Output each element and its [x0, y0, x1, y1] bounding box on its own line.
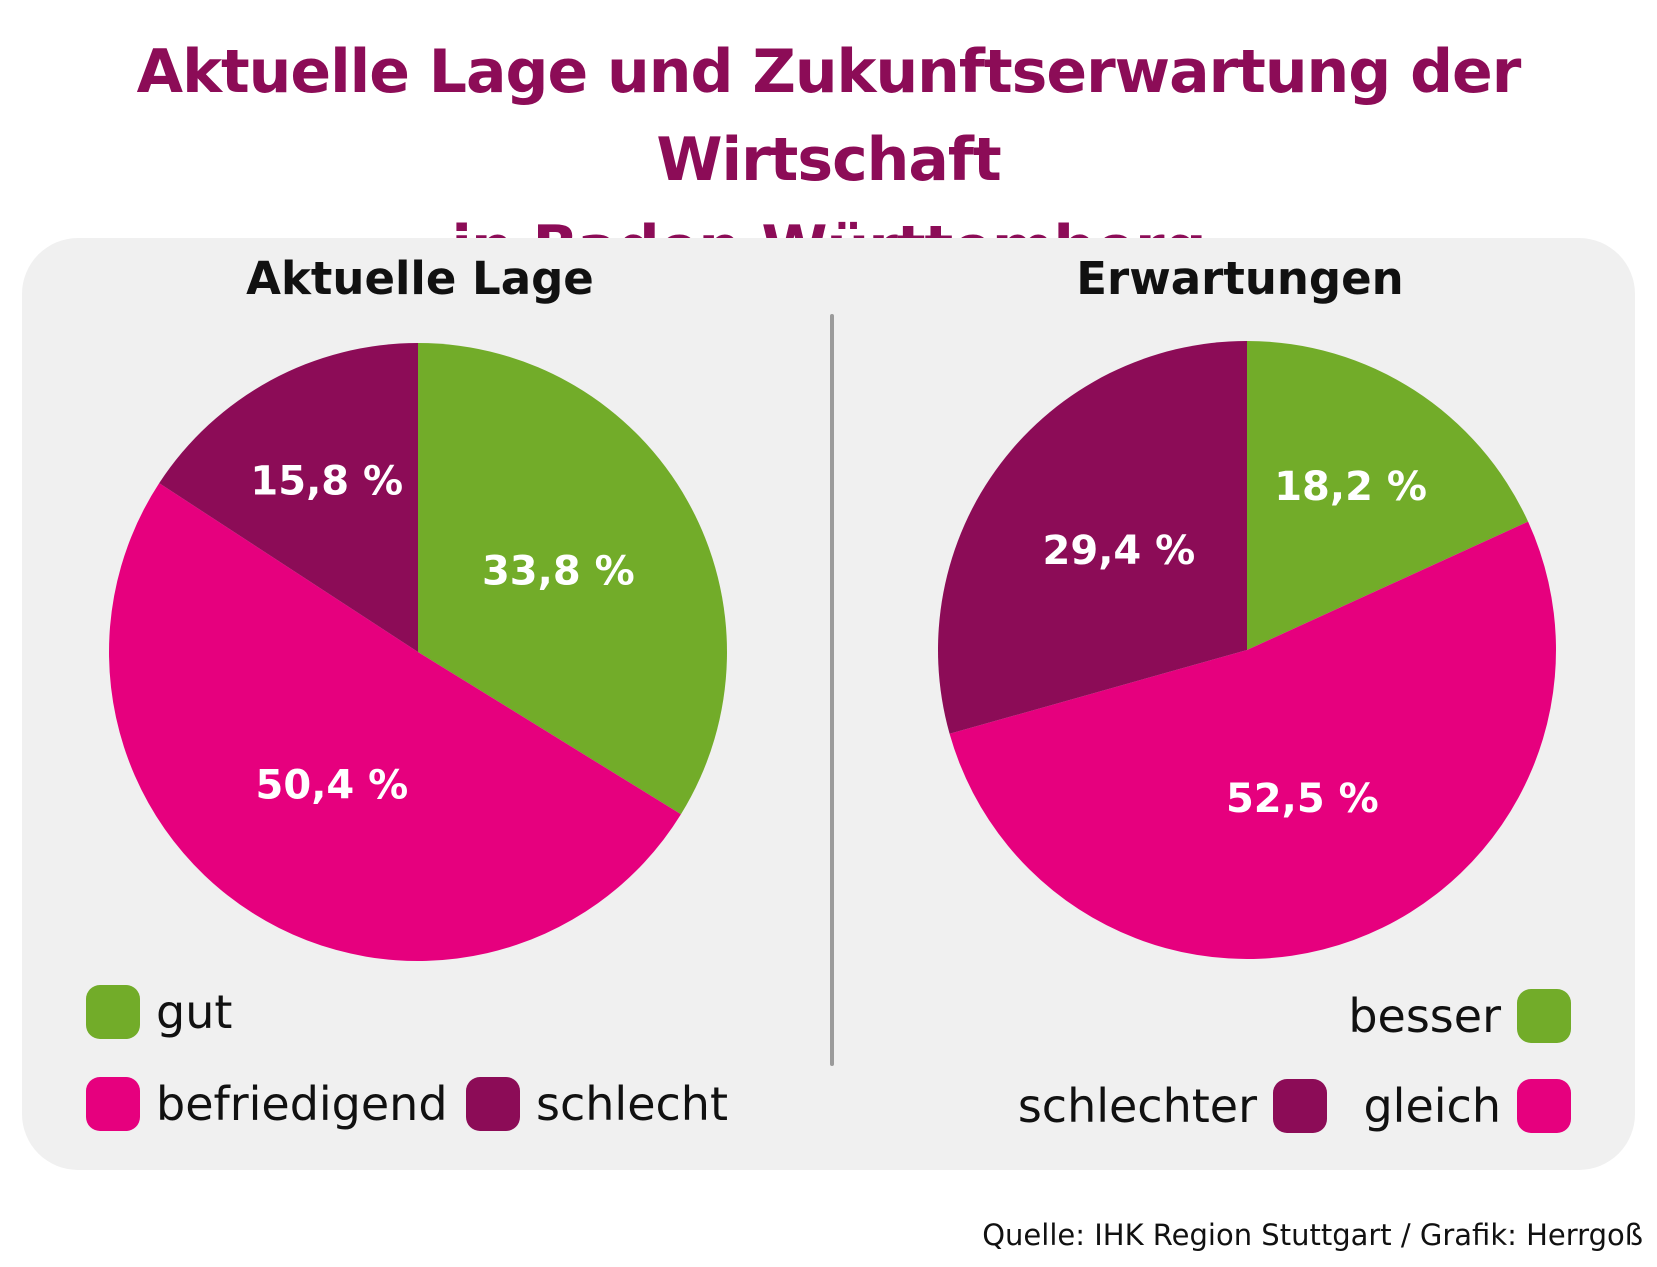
- legend-swatch-schlecht: [466, 1077, 520, 1131]
- legend-item-schlecht: schlecht: [466, 1076, 728, 1132]
- source-credit: Quelle: IHK Region Stuttgart / Grafik: H…: [982, 1218, 1643, 1252]
- legend-item-befriedigend: befriedigend: [86, 1076, 448, 1132]
- data-label-gleich: 52,5 %: [1226, 776, 1379, 822]
- pie-slice-gut: [418, 343, 727, 815]
- legend-item-schlechter: schlechter: [1018, 1078, 1327, 1134]
- pie-slice-gleich: [949, 521, 1556, 959]
- legend-label-gut: gut: [156, 985, 233, 1039]
- legend-item-besser: besser: [1348, 988, 1571, 1044]
- data-label-schlecht: 15,8 %: [250, 459, 403, 505]
- legend-swatch-befriedigend: [86, 1077, 140, 1131]
- data-label-gut: 33,8 %: [482, 549, 635, 595]
- legend-swatch-schlechter: [1273, 1079, 1327, 1133]
- legend-item-gleich: gleich: [1363, 1078, 1571, 1134]
- data-label-besser: 18,2 %: [1274, 464, 1427, 510]
- pie-slice-schlecht: [159, 343, 418, 652]
- legend-swatch-gleich: [1517, 1079, 1571, 1133]
- chart-title-erwartungen: Erwartungen: [1076, 252, 1404, 305]
- legend-label-befriedigend: befriedigend: [156, 1077, 448, 1131]
- legend-label-gleich: gleich: [1363, 1079, 1501, 1133]
- legend-swatch-besser: [1517, 989, 1571, 1043]
- chart-title-aktuelle-lage: Aktuelle Lage: [246, 252, 594, 305]
- data-label-schlechter: 29,4 %: [1043, 528, 1196, 574]
- pie-slice-schlechter: [937, 340, 1247, 734]
- legend-label-schlechter: schlechter: [1017, 1079, 1257, 1133]
- pie-slice-besser: [1247, 341, 1529, 650]
- pie-slice-befriedigend: [108, 483, 681, 962]
- title-line-1: Aktuelle Lage und Zukunftserwartung der …: [136, 37, 1522, 195]
- legend-label-schlecht: schlecht: [536, 1077, 728, 1131]
- panel-divider: [830, 314, 834, 1066]
- legend-item-gut: gut: [86, 984, 232, 1040]
- legend-swatch-gut: [86, 985, 140, 1039]
- legend-label-besser: besser: [1348, 989, 1501, 1043]
- data-label-befriedigend: 50,4 %: [256, 763, 409, 809]
